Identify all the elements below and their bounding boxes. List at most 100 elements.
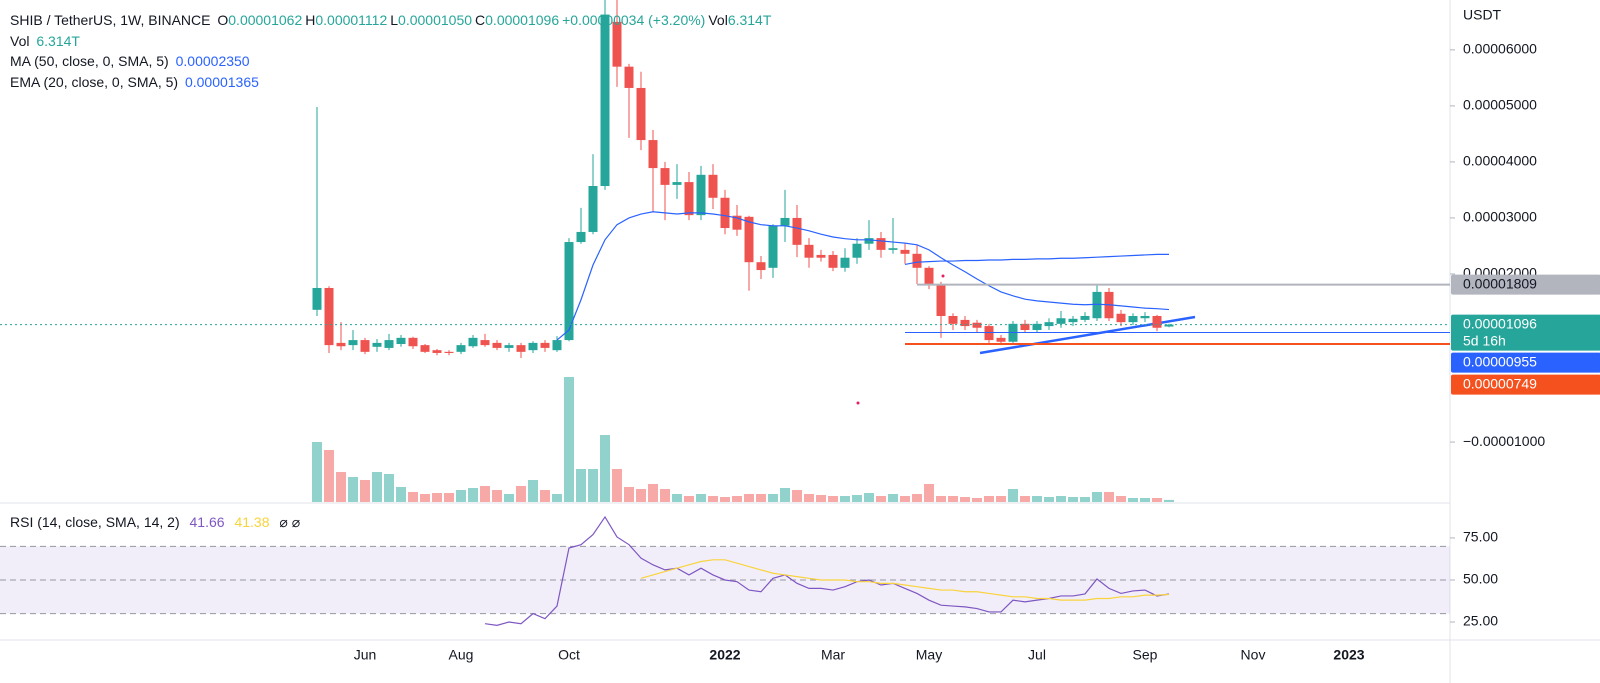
candle-body	[480, 340, 490, 346]
volume-bar	[1152, 498, 1162, 502]
volume-bar	[1140, 498, 1150, 502]
candle-body	[468, 337, 478, 347]
volume-bar	[1008, 489, 1018, 502]
ohlc-value: 0.00001062	[228, 12, 303, 28]
price-unit: USDT	[1463, 7, 1502, 23]
candle-body	[1056, 318, 1066, 324]
x-tick-label: Oct	[558, 647, 580, 663]
volume-bar	[384, 474, 394, 502]
volume-bar	[312, 442, 322, 502]
vol-value: 6.314T	[727, 12, 772, 28]
candle-body	[1164, 324, 1174, 327]
indicator-line	[904, 253, 1169, 266]
volume-bar	[744, 494, 754, 502]
candle-body	[948, 315, 958, 324]
legend-row: SHIB / TetherUS, 1W, BINANCE O0.00001062…	[10, 10, 774, 31]
candle-body	[456, 345, 466, 352]
rsi-tick-label: 75.00	[1463, 529, 1498, 545]
volume-bar	[768, 494, 778, 502]
rsi-value: 41.66	[189, 514, 225, 530]
volume-bar	[348, 477, 358, 502]
candle-body	[1128, 315, 1138, 323]
drawing-anchor	[941, 274, 945, 278]
volume-bar	[804, 494, 814, 502]
volume-bar	[900, 496, 910, 502]
volume-bar	[1128, 498, 1138, 502]
volume-bar	[1116, 496, 1126, 502]
x-tick-label: Jul	[1028, 647, 1046, 663]
candle-body	[840, 257, 850, 268]
candle-body	[1020, 323, 1030, 330]
ohlc-value: 0.00001096	[485, 12, 560, 28]
volume-bar	[492, 490, 502, 502]
volume-bar	[816, 495, 826, 502]
candle-body	[312, 287, 322, 310]
volume-bar	[504, 494, 514, 502]
candle-body	[324, 287, 334, 346]
volume-bar	[876, 496, 886, 502]
ohlc-key: L	[390, 12, 399, 28]
y-tick-label: 0.00003000	[1463, 209, 1537, 225]
candle-body	[720, 197, 730, 229]
legend-row: MA (50, close, 0, SMA, 5) 0.00002350	[10, 51, 774, 72]
volume-bar	[732, 496, 742, 502]
volume-bar	[852, 495, 862, 502]
drawing-anchor	[856, 401, 860, 405]
volume-bar	[1164, 499, 1174, 502]
volume-bar	[660, 489, 670, 502]
candle-body	[756, 262, 766, 271]
volume-bar	[336, 472, 346, 502]
x-tick-label: Nov	[1241, 647, 1266, 663]
y-tick-label: 0.00004000	[1463, 153, 1537, 169]
volume-bar	[432, 493, 442, 502]
price-label: 0.00000749	[1463, 375, 1537, 391]
volume-bar	[624, 487, 634, 502]
vol-key: Vol	[708, 12, 728, 28]
candle-body	[708, 174, 718, 198]
rsi-line	[484, 515, 1170, 626]
candle-body	[348, 340, 358, 346]
candle-body	[1092, 291, 1102, 319]
x-tick-label: Jun	[354, 647, 377, 663]
volume-bar	[324, 450, 334, 502]
candle-body	[336, 342, 346, 347]
candle-body	[372, 342, 382, 347]
volume-bar	[372, 472, 382, 502]
y-tick-label: 0.00005000	[1463, 97, 1537, 113]
candle-body	[612, 21, 622, 67]
volume-bar	[780, 488, 790, 502]
volume-bar	[948, 496, 958, 502]
ma-name: MA (50, close, 0, SMA, 5)	[10, 53, 169, 69]
candle-body	[600, 14, 610, 187]
candle-body	[732, 215, 742, 230]
candle-body	[552, 340, 562, 351]
candle-body	[420, 345, 430, 352]
volume-bar	[1020, 496, 1030, 502]
volume-bar	[840, 496, 850, 502]
volume-bar	[864, 493, 874, 502]
vol-key: Vol	[10, 32, 30, 49]
legend-row: EMA (20, close, 0, SMA, 5) 0.00001365	[10, 72, 774, 93]
volume-bar	[588, 469, 598, 502]
ema-name: EMA (20, close, 0, SMA, 5)	[10, 73, 179, 90]
candle-body	[852, 243, 862, 258]
price-label-box	[1451, 352, 1600, 373]
candle-body	[504, 345, 514, 348]
volume-bar	[444, 493, 454, 502]
volume-bar	[1104, 492, 1114, 502]
ohlc-value: 0.00001112	[315, 12, 388, 28]
price-label-box	[1451, 374, 1600, 395]
volume-bar	[648, 484, 658, 502]
volume-bar	[684, 496, 694, 502]
volume-bar	[936, 496, 946, 502]
candle-body	[996, 337, 1006, 342]
volume-bar	[792, 490, 802, 502]
volume-bar	[1056, 496, 1066, 502]
volume-bar	[1044, 497, 1054, 502]
ma-value: 0.00002350	[175, 53, 250, 69]
candle-body	[408, 337, 418, 347]
volume-bar	[720, 497, 730, 502]
volume-bar	[1032, 496, 1042, 502]
candle-body	[396, 337, 406, 345]
